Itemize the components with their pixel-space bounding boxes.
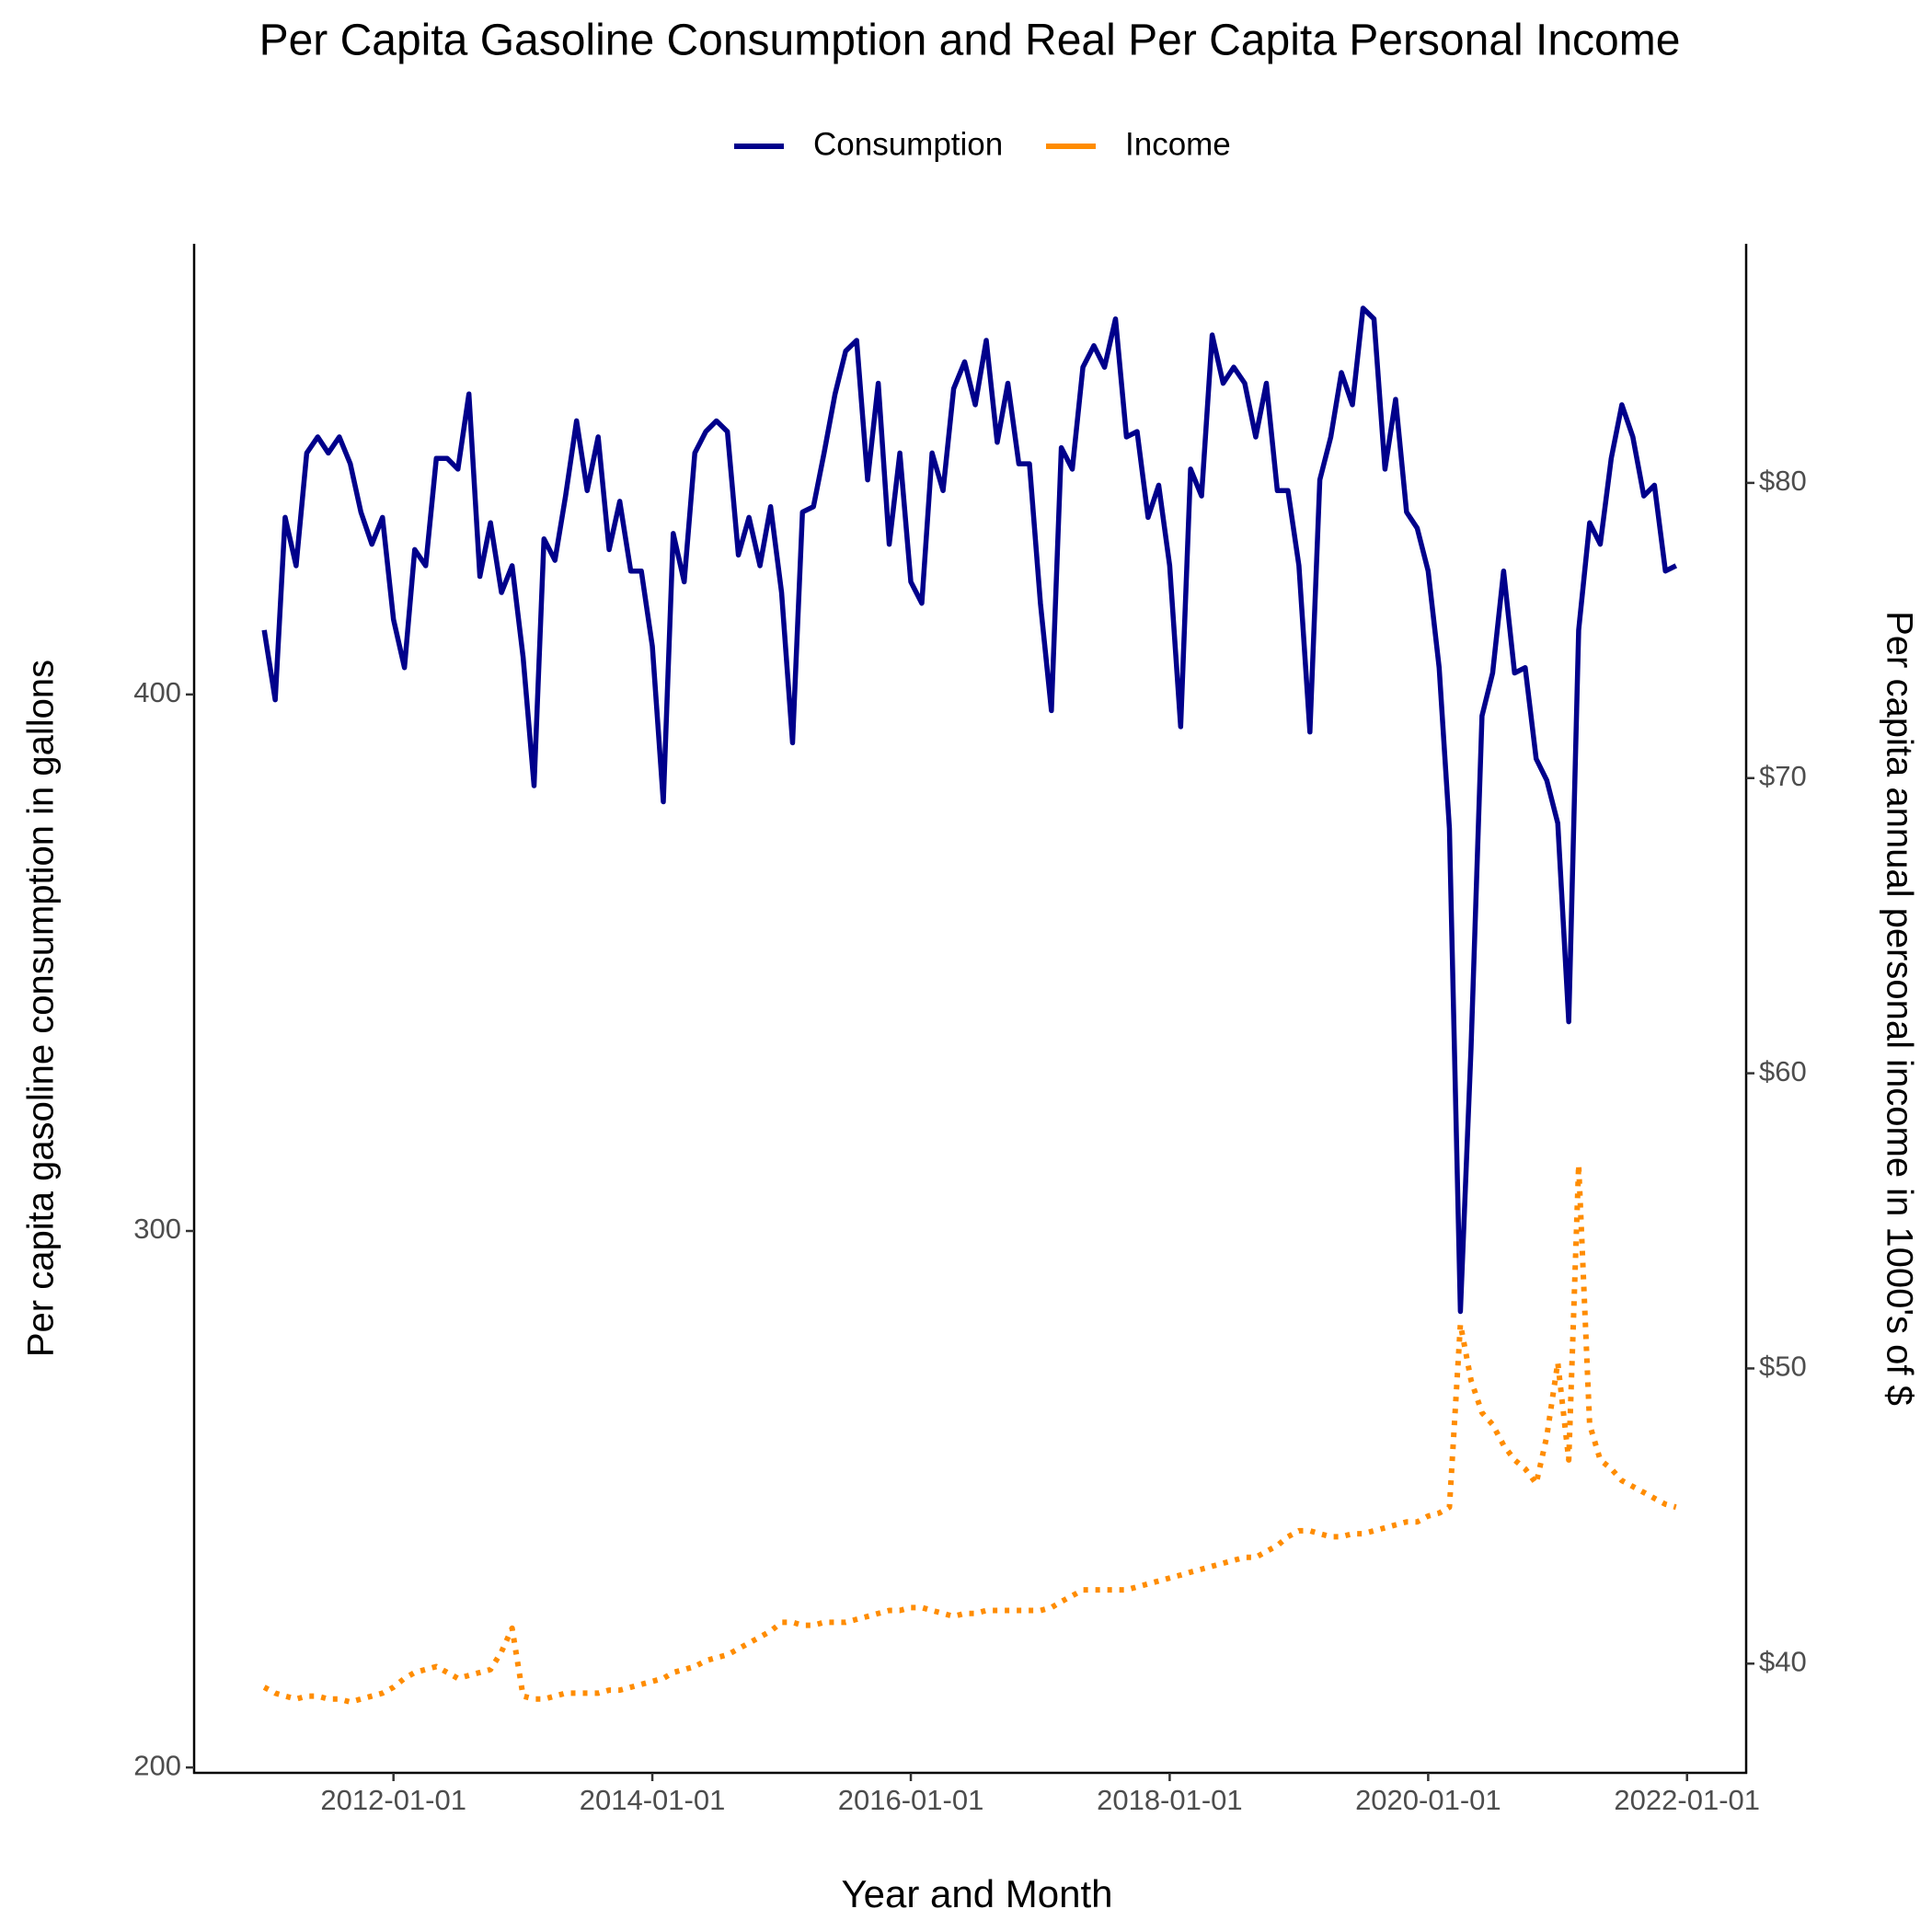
x-tick-label: 2014-01-01: [580, 1784, 726, 1816]
y-tick-label: 300: [133, 1213, 181, 1245]
y2-axis-title: Per capita annual personal income in 100…: [1879, 611, 1919, 1406]
y-tick-label: 400: [133, 676, 181, 708]
x-tick-label: 2012-01-01: [320, 1784, 466, 1816]
y-axis-title: Per capita gasoline consumption in gallo…: [21, 660, 62, 1357]
y2-tick-label: $60: [1759, 1055, 1807, 1087]
x-tick-label: 2016-01-01: [838, 1784, 984, 1816]
x-tick-label: 2018-01-01: [1097, 1784, 1243, 1816]
y2-tick-label: $70: [1759, 760, 1807, 792]
y2-tick-label: $80: [1759, 465, 1807, 497]
x-axis-title: Year and Month: [841, 1872, 1112, 1915]
y2-tick-label: $40: [1759, 1645, 1807, 1677]
chart-title: Per Capita Gasoline Consumption and Real…: [259, 17, 1681, 65]
series-line: [262, 1162, 1677, 1705]
legend-label: Consumption: [813, 126, 1003, 162]
x-tick-label: 2022-01-01: [1614, 1784, 1760, 1816]
x-tick-label: 2020-01-01: [1355, 1784, 1501, 1816]
y2-tick-label: $50: [1759, 1351, 1807, 1383]
series-line: [261, 305, 1678, 1315]
y-tick-label: 200: [133, 1749, 181, 1781]
legend-label: Income: [1125, 126, 1231, 162]
